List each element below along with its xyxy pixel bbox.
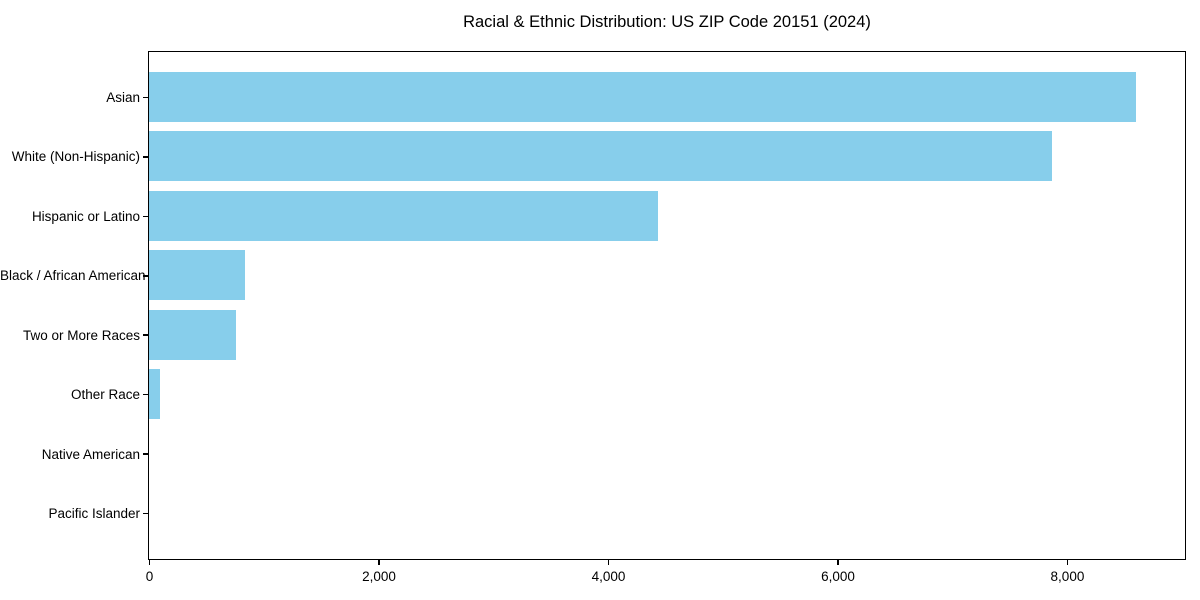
x-tick-mark bbox=[148, 560, 151, 565]
y-tick-label: Pacific Islander bbox=[48, 506, 140, 521]
x-tick-mark bbox=[607, 560, 610, 565]
bar-hispanic-or-latino bbox=[149, 190, 659, 241]
y-tick-mark bbox=[143, 453, 148, 455]
x-tick-mark bbox=[378, 560, 380, 565]
y-tick-label: Native American bbox=[41, 446, 140, 462]
y-tick-mark bbox=[143, 275, 148, 277]
y-tick-label: Other Race bbox=[70, 387, 140, 403]
y-tick-label: Hispanic or Latino bbox=[31, 208, 140, 224]
y-tick-mark bbox=[143, 393, 148, 396]
chart-title: Racial & Ethnic Distribution: US ZIP Cod… bbox=[463, 13, 871, 31]
y-tick-mark bbox=[143, 512, 148, 515]
x-tick-mark bbox=[837, 560, 839, 565]
y-tick-label: Black / African American bbox=[0, 268, 146, 284]
y-tick-mark bbox=[143, 96, 148, 99]
x-tick-label: 2,000 bbox=[362, 569, 396, 584]
y-tick-mark bbox=[143, 334, 148, 336]
bar-two-or-more-races bbox=[149, 309, 237, 360]
bar-white-non-hispanic bbox=[149, 131, 1053, 182]
plot-area bbox=[148, 51, 1186, 560]
x-tick-label: 4,000 bbox=[591, 569, 626, 584]
y-tick-label: White (Non-Hispanic) bbox=[11, 149, 140, 165]
x-tick-mark bbox=[1066, 560, 1069, 565]
x-tick-label: 0 bbox=[145, 569, 154, 584]
y-tick-label: Two or More Races bbox=[22, 327, 140, 343]
y-tick-mark bbox=[143, 215, 148, 218]
bar-other-race bbox=[149, 369, 161, 420]
y-tick-mark bbox=[143, 156, 148, 158]
x-tick-label: 6,000 bbox=[821, 569, 855, 584]
y-tick-label: Asian bbox=[106, 90, 140, 105]
bar-black-african-american bbox=[149, 250, 245, 301]
x-tick-label: 8,000 bbox=[1050, 569, 1085, 584]
bar-asian bbox=[149, 72, 1136, 122]
